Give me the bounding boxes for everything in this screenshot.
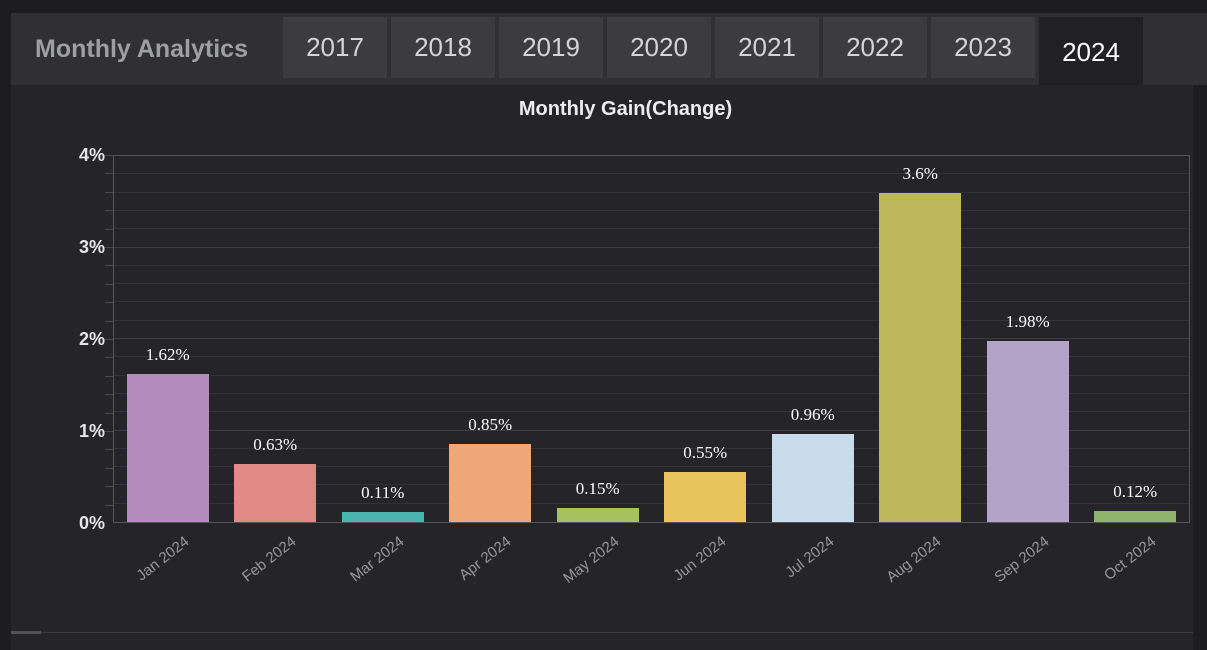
x-axis-label: Jul 2024 bbox=[782, 533, 838, 582]
header-bar: Monthly Analytics 2017 2018 2019 2020 2021 20… bbox=[11, 13, 1207, 87]
bar-jun-2024[interactable] bbox=[664, 471, 747, 522]
bar-jul-2024[interactable] bbox=[771, 434, 854, 522]
bottom-divider bbox=[11, 632, 1193, 633]
y-axis-tick bbox=[105, 394, 113, 396]
gridline bbox=[114, 319, 1189, 321]
chart-panel: Monthly Gain(Change) 1.62% 0.63% 0.11% 0.85… bbox=[11, 85, 1193, 650]
x-axis-label: Apr 2024 bbox=[456, 533, 515, 584]
year-tabs: 2017 2018 2019 2020 2021 2022 2023 2024 bbox=[283, 17, 1143, 87]
y-axis-tick bbox=[105, 228, 113, 230]
bar-value-label: 0.63% bbox=[253, 435, 298, 455]
year-tab-2017[interactable]: 2017 bbox=[283, 17, 387, 78]
gridline bbox=[114, 264, 1189, 266]
y-axis-tick bbox=[105, 247, 113, 248]
year-tab-2019[interactable]: 2019 bbox=[499, 17, 603, 78]
gridline bbox=[114, 411, 1189, 413]
scrollbar-thumb[interactable] bbox=[11, 631, 41, 634]
y-axis-tick bbox=[105, 265, 113, 267]
y-axis-tick bbox=[105, 191, 113, 193]
gridline bbox=[114, 466, 1189, 468]
y-axis-tick bbox=[105, 449, 113, 451]
gridline bbox=[114, 429, 1189, 431]
x-axis-label: Aug 2024 bbox=[883, 533, 945, 586]
gridline bbox=[114, 356, 1189, 358]
year-tab-2022[interactable]: 2022 bbox=[823, 17, 927, 78]
right-edge-strip bbox=[1193, 85, 1207, 650]
y-axis-tick bbox=[105, 210, 113, 212]
year-tab-2020[interactable]: 2020 bbox=[607, 17, 711, 78]
gridline bbox=[114, 228, 1189, 230]
bar-value-label: 0.12% bbox=[1113, 482, 1158, 502]
y-axis-tick bbox=[105, 375, 113, 377]
x-axis-label: May 2024 bbox=[559, 533, 623, 587]
gridline bbox=[114, 392, 1189, 394]
bar-mar-2024[interactable] bbox=[341, 511, 424, 522]
gridline bbox=[114, 484, 1189, 486]
bar-apr-2024[interactable] bbox=[449, 444, 532, 522]
gridline bbox=[114, 447, 1189, 449]
bar-feb-2024[interactable] bbox=[234, 464, 317, 522]
y-axis-tick bbox=[105, 486, 113, 488]
y-axis-label: 4% bbox=[78, 145, 105, 165]
year-tab-2024[interactable]: 2024 bbox=[1039, 17, 1143, 87]
bar-value-label: 0.11% bbox=[361, 482, 405, 502]
bar-value-label: 3.6% bbox=[902, 163, 938, 183]
bar-aug-2024[interactable] bbox=[879, 192, 962, 522]
y-axis-tick bbox=[105, 467, 113, 469]
gridline bbox=[114, 283, 1189, 285]
gridline bbox=[114, 338, 1189, 339]
gridline bbox=[114, 209, 1189, 211]
y-axis-tick bbox=[105, 320, 113, 322]
bar-may-2024[interactable] bbox=[556, 508, 639, 522]
gridline bbox=[114, 173, 1189, 175]
y-axis-tick bbox=[105, 357, 113, 359]
x-axis-label: Feb 2024 bbox=[239, 533, 300, 586]
bar-jan-2024[interactable] bbox=[126, 373, 209, 522]
gridline bbox=[114, 246, 1189, 248]
bar-oct-2024[interactable] bbox=[1094, 511, 1177, 522]
y-axis-label: 0% bbox=[78, 513, 105, 533]
gridline bbox=[114, 191, 1189, 193]
x-axis-label: Jun 2024 bbox=[670, 533, 730, 585]
y-axis-tick bbox=[105, 504, 113, 506]
plot-area: 1.62% 0.63% 0.11% 0.85% 0.15% 0.55% 0.96% 3.6% 1… bbox=[113, 155, 1190, 523]
x-axis-label: Sep 2024 bbox=[991, 533, 1053, 586]
y-axis-label: 3% bbox=[78, 237, 105, 257]
y-axis-label: 2% bbox=[78, 329, 105, 349]
y-axis-tick bbox=[105, 339, 113, 340]
year-tab-2018[interactable]: 2018 bbox=[391, 17, 495, 78]
y-axis-tick bbox=[105, 283, 113, 285]
bar-value-label: 1.98% bbox=[1005, 311, 1050, 331]
y-axis-tick bbox=[105, 431, 113, 432]
bar-value-label: 0.55% bbox=[683, 442, 728, 462]
bar-value-label: 0.15% bbox=[575, 479, 620, 499]
gridline bbox=[114, 374, 1189, 376]
year-tab-2023[interactable]: 2023 bbox=[931, 17, 1035, 78]
y-axis-tick bbox=[105, 173, 113, 175]
bar-value-label: 0.85% bbox=[468, 415, 513, 435]
x-axis-label: Oct 2024 bbox=[1101, 533, 1160, 584]
chart-title: Monthly Gain(Change) bbox=[518, 98, 733, 120]
year-tab-2021[interactable]: 2021 bbox=[715, 17, 819, 78]
gridline bbox=[114, 502, 1189, 504]
gridline bbox=[114, 301, 1189, 303]
x-axis-label: Jan 2024 bbox=[133, 533, 193, 585]
x-axis-label: Mar 2024 bbox=[346, 533, 408, 586]
bar-sep-2024[interactable] bbox=[986, 340, 1069, 522]
bar-value-label: 0.96% bbox=[790, 405, 835, 425]
y-axis-label: 1% bbox=[78, 421, 105, 441]
y-axis-tick bbox=[105, 302, 113, 304]
page-title: Monthly Analytics bbox=[35, 35, 248, 63]
y-axis-tick bbox=[105, 155, 113, 156]
bar-value-label: 1.62% bbox=[145, 344, 190, 364]
y-axis-tick bbox=[105, 412, 113, 414]
